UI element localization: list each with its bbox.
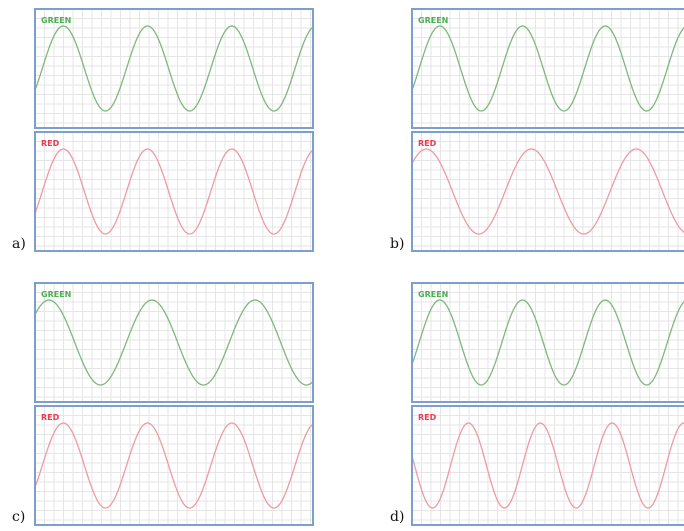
panel-b: GREEN RED — [411, 8, 684, 256]
panel-d-trace-red: RED — [411, 405, 684, 526]
trace-background — [412, 283, 684, 402]
panel-a: GREEN RED — [34, 8, 314, 256]
red-trace-title: RED — [41, 139, 60, 148]
panel-c-trace-green: GREEN — [34, 282, 314, 403]
panel-a-trace-green: GREEN — [34, 8, 314, 129]
green-trace-title: GREEN — [418, 16, 448, 25]
trace-frame — [34, 405, 314, 526]
panel-a-letter: a) — [12, 236, 26, 252]
green-waveform — [411, 25, 684, 112]
trace-background — [412, 9, 684, 128]
panel-c-trace-red: RED — [34, 405, 314, 526]
trace-frame — [34, 131, 314, 252]
trace-background — [412, 132, 684, 251]
trace-background — [35, 406, 313, 525]
trace-frame — [411, 282, 684, 403]
trace-background — [35, 283, 313, 402]
green-waveform — [34, 299, 314, 386]
trace-frame — [34, 8, 314, 129]
panel-d-trace-green: GREEN — [411, 282, 684, 403]
green-trace-title: GREEN — [418, 290, 448, 299]
panel-b-trace-red: RED — [411, 131, 684, 252]
red-trace-title: RED — [418, 413, 437, 422]
green-trace-title: GREEN — [41, 290, 71, 299]
panel-a-svg: GREEN RED — [34, 8, 314, 252]
trace-frame — [411, 405, 684, 526]
panel-c-svg: GREEN RED — [34, 282, 314, 526]
panel-d: GREEN RED — [411, 282, 684, 530]
trace-background — [412, 406, 684, 525]
panel-b-letter: b) — [390, 236, 405, 252]
green-waveform — [34, 25, 314, 112]
trace-frame — [34, 282, 314, 403]
panel-b-svg: GREEN RED — [411, 8, 684, 252]
red-waveform — [411, 422, 684, 509]
red-trace-title: RED — [41, 413, 60, 422]
green-waveform — [411, 299, 684, 386]
trace-background — [35, 132, 313, 251]
panel-b-trace-green: GREEN — [411, 8, 684, 129]
panel-d-svg: GREEN RED — [411, 282, 684, 526]
red-waveform — [34, 148, 314, 235]
trace-frame — [411, 131, 684, 252]
red-waveform — [34, 422, 314, 509]
trace-frame — [411, 8, 684, 129]
trace-background — [35, 9, 313, 128]
red-waveform — [411, 148, 684, 235]
panel-c-letter: c) — [12, 509, 26, 525]
panel-d-letter: d) — [390, 509, 405, 525]
panel-a-trace-red: RED — [34, 131, 314, 252]
green-trace-title: GREEN — [41, 16, 71, 25]
red-trace-title: RED — [418, 139, 437, 148]
panel-c: GREEN RED — [34, 282, 314, 530]
